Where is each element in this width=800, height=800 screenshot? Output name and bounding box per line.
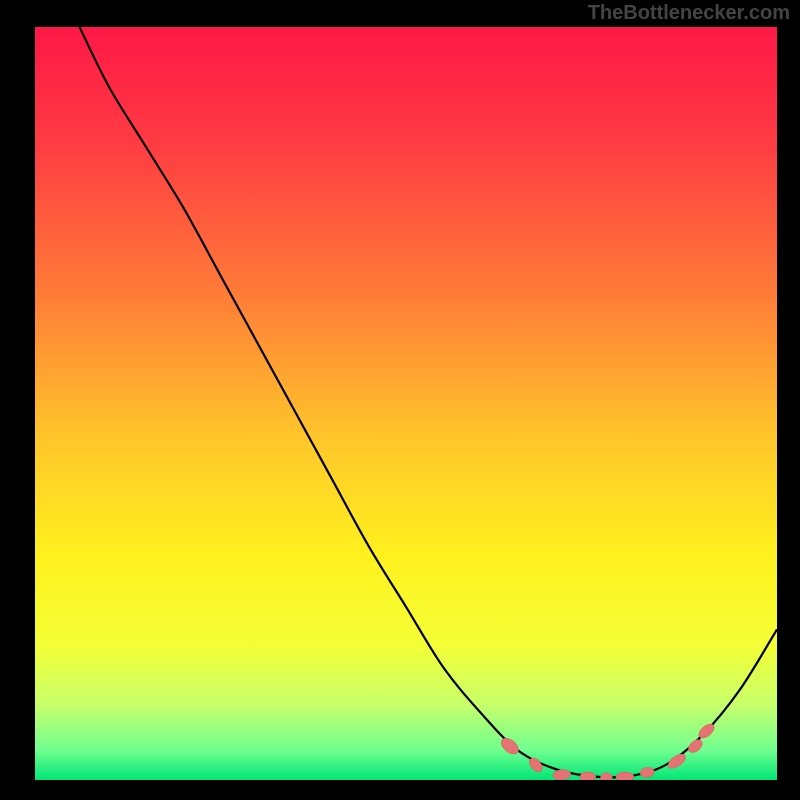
optimal-marker [639,766,655,778]
optimal-marker [666,751,688,771]
optimal-marker [552,769,571,780]
optimal-marker [686,737,705,755]
optimal-marker [580,772,596,780]
chart-area [35,27,777,780]
optimal-marker [616,772,634,780]
chart-svg [35,27,777,780]
bottleneck-curve [80,27,777,777]
optimal-marker [600,773,612,780]
optimal-marker [498,735,521,757]
watermark-text: TheBottlenecker.com [588,2,790,25]
chart-container: TheBottlenecker.com [0,0,800,800]
